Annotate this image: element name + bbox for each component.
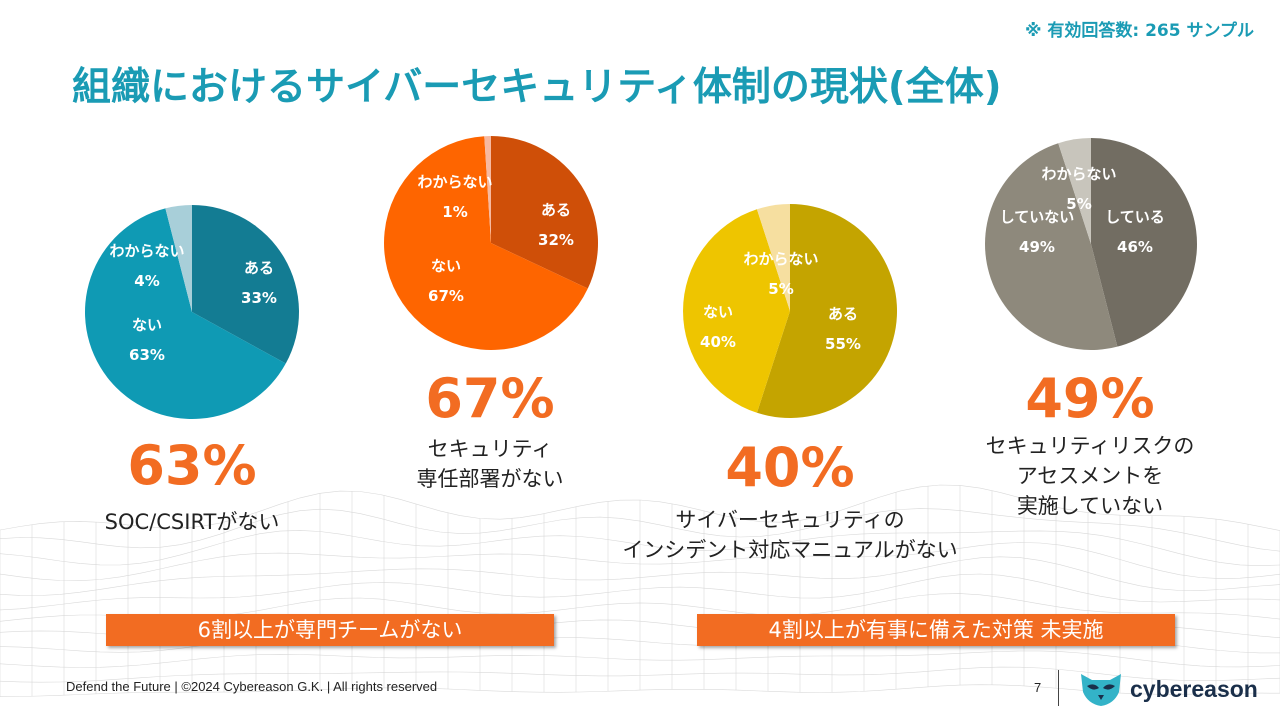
pie-slice — [985, 143, 1118, 350]
slice-percent-label: 5% — [768, 280, 793, 298]
pie-chart-risk-assessment: している 46% していない 49% わからない 5% — [985, 138, 1197, 350]
slice-label: ある — [541, 201, 571, 219]
slice-percent-label: 40% — [700, 333, 736, 351]
footer-copyright: Defend the Future | ©2024 Cybereason G.K… — [66, 679, 438, 694]
pie-slice — [1058, 138, 1091, 244]
page-number: 7 — [1034, 680, 1042, 695]
slice-label: ある — [828, 305, 858, 323]
slice-percent-label: 49% — [1019, 238, 1055, 256]
slice-label: している — [1105, 208, 1165, 226]
mesh-background — [0, 484, 1280, 697]
slice-label: ない — [703, 303, 733, 321]
sample-size-note: ※ 有効回答数: 265 サンプル — [1024, 21, 1254, 41]
pie-slice — [491, 136, 599, 289]
slice-label: していない — [1000, 208, 1075, 226]
summary-banner-measures: 4割以上が有事に備えた対策 未実施 — [697, 614, 1175, 646]
caption-line: 専任部署がない — [416, 467, 564, 491]
headline-percent-soc-csirt: 63% — [127, 434, 257, 497]
caption-line: セキュリティリスクの — [985, 434, 1195, 458]
pie-slice — [84, 208, 286, 419]
slice-label: ある — [244, 259, 274, 277]
slice-percent-label: 63% — [129, 346, 165, 364]
caption-risk-assessment: セキュリティリスクの アセスメントを 実施していない — [940, 431, 1240, 521]
slice-label: わからない — [417, 173, 492, 191]
pie-slice — [192, 205, 299, 364]
page-title: 組織におけるサイバーセキュリティ体制の現状(全体) — [72, 65, 1002, 110]
slice-label: わからない — [743, 250, 818, 268]
slice-label: わからない — [1041, 165, 1116, 183]
slice-percent-label: 55% — [825, 335, 861, 353]
slice-percent-label: 33% — [241, 289, 277, 307]
pie-slice — [756, 204, 898, 418]
slice-percent-label: 46% — [1117, 238, 1153, 256]
caption-soc-csirt: SOC/CSIRTがない — [42, 507, 342, 537]
caption-line: サイバーセキュリティの — [675, 508, 905, 532]
slice-label: ない — [132, 316, 162, 334]
pie-slice — [165, 205, 192, 312]
slice-percent-label: 4% — [134, 272, 159, 290]
caption-security-department: セキュリティ 専任部署がない — [340, 434, 640, 494]
pie-slice — [484, 136, 491, 243]
slice-percent-label: 32% — [538, 231, 574, 249]
caption-line: インシデント対応マニュアルがない — [622, 538, 958, 562]
slice-percent-label: 5% — [1066, 195, 1091, 213]
caption-incident-manual: サイバーセキュリティの インシデント対応マニュアルがない — [590, 505, 990, 565]
summary-banner-teams: 6割以上が専門チームがない — [106, 614, 554, 646]
slice-label: ない — [431, 257, 461, 275]
owl-icon — [1081, 674, 1121, 706]
pie-slice — [683, 209, 790, 413]
slice-percent-label: 67% — [428, 287, 464, 305]
pie-chart-security-department: ある 32% ない 67% わからない 1% — [384, 136, 599, 350]
headline-percent-incident-manual: 40% — [725, 436, 855, 499]
pie-slice — [384, 136, 588, 350]
footer-divider — [1058, 670, 1059, 706]
caption-line: セキュリティ — [427, 437, 553, 461]
pie-slice — [756, 204, 790, 311]
pie-chart-soc-csirt: ある 33% ない 63% わからない 4% — [84, 205, 299, 419]
brand-logo-text: cybereason — [1130, 676, 1258, 702]
slice-label: わからない — [109, 242, 184, 260]
caption-line: アセスメントを — [1016, 464, 1164, 488]
headline-percent-risk-assessment: 49% — [1025, 367, 1155, 430]
pie-slice — [1091, 138, 1197, 347]
pie-chart-incident-manual: ある 55% ない 40% わからない 5% — [683, 204, 898, 418]
caption-line: SOC/CSIRTがない — [104, 510, 280, 534]
headline-percent-security-department: 67% — [425, 367, 555, 430]
caption-line: 実施していない — [1016, 494, 1164, 518]
slice-percent-label: 1% — [442, 203, 467, 221]
